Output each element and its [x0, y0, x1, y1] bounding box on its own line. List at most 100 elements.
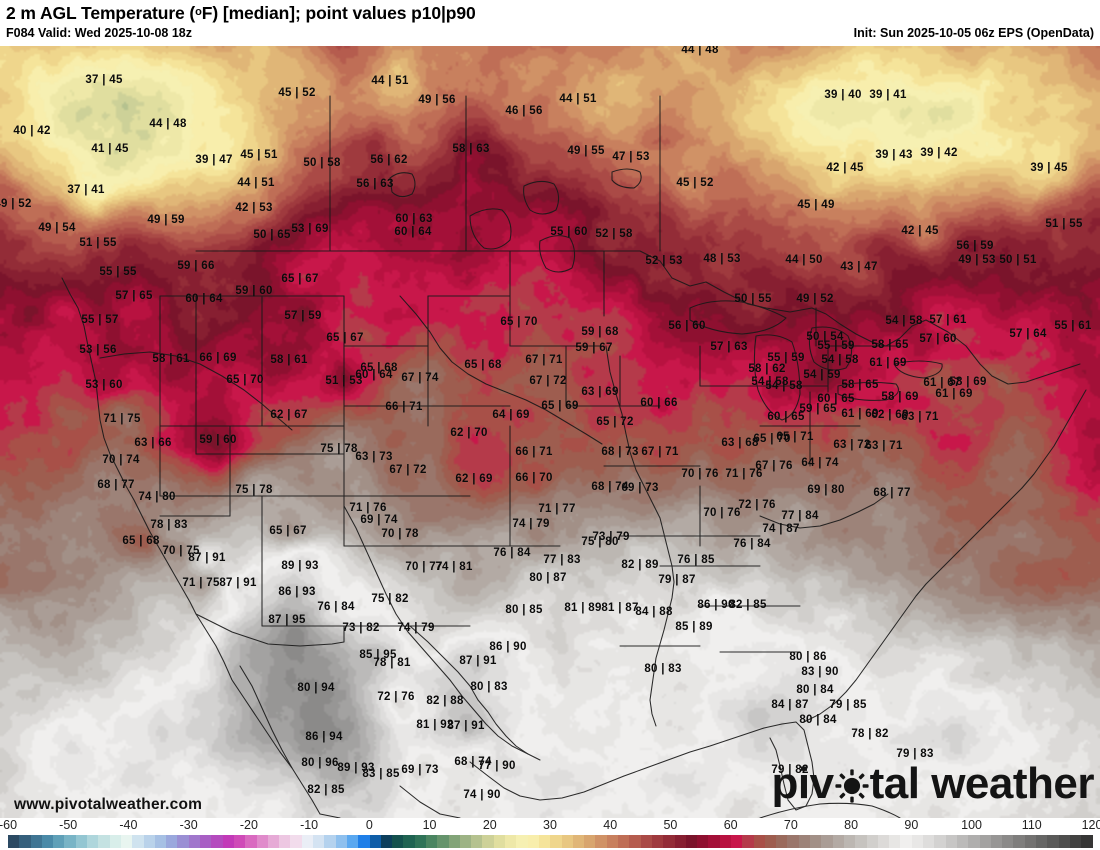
point-value-label: 49 | 59 [147, 214, 185, 226]
point-value-label: 83 | 85 [362, 768, 400, 780]
point-value-label: 70 | 74 [102, 454, 140, 466]
point-value-label: 58 | 62 [748, 363, 786, 375]
point-value-label: 67 | 71 [641, 446, 679, 458]
point-value-label: 74 | 87 [762, 523, 800, 535]
point-value-label: 63 | 73 [355, 451, 393, 463]
point-value-label: 70 | 75 [162, 545, 200, 557]
point-value-label: 56 | 63 [356, 178, 394, 190]
colorbar-swatch [290, 835, 302, 848]
point-value-label: 69 | 74 [360, 514, 398, 526]
point-value-label: 76 | 85 [677, 554, 715, 566]
colorbar-swatch [177, 835, 189, 848]
point-value-label: 55 | 60 [550, 226, 588, 238]
point-value-label: 61 | 69 [935, 388, 973, 400]
point-value-label: 60 | 63 [395, 213, 433, 225]
colorbar-gradient[interactable] [8, 835, 1093, 848]
point-value-label: 50 | 55 [734, 293, 772, 305]
colorbar-swatch [731, 835, 743, 848]
point-value-label: 58 | 69 [949, 376, 987, 388]
colorbar-swatch [606, 835, 619, 848]
colorbar-swatch [1081, 835, 1093, 848]
point-value-label: 75 | 80 [581, 536, 619, 548]
colorbar-swatch [877, 835, 890, 848]
point-value-label: 87 | 91 [219, 577, 257, 589]
point-value-label: 81 | 92 [416, 719, 454, 731]
point-value-label: 87 | 95 [268, 614, 306, 626]
colorbar-swatch [75, 835, 88, 848]
colorbar-swatch [663, 835, 675, 848]
point-value-label: 39 | 40 [824, 89, 862, 101]
point-value-label: 69 | 73 [621, 482, 659, 494]
colorbar-swatch [346, 835, 359, 848]
point-value-label: 87 | 91 [459, 655, 497, 667]
point-value-label: 63 | 69 [581, 386, 619, 398]
colorbar-tick: -20 [239, 818, 258, 832]
point-value-label: 89 | 93 [337, 762, 375, 774]
colorbar-swatch [188, 835, 201, 848]
point-value-label: 59 | 68 [581, 326, 619, 338]
point-value-label: 39 | 47 [195, 154, 233, 166]
colorbar-tick: 80 [844, 818, 859, 832]
colorbar-swatch [98, 835, 110, 848]
point-value-label: 59 | 60 [199, 434, 237, 446]
colorbar-swatch [505, 835, 517, 848]
colorbar-swatch [990, 835, 1003, 848]
colorbar-swatch [685, 835, 698, 848]
point-value-label: 65 | 71 [776, 431, 814, 443]
point-value-label: 80 | 84 [799, 714, 837, 726]
point-value-label: 51 | 55 [79, 237, 117, 249]
point-value-label: 57 | 60 [919, 333, 957, 345]
colorbar-swatch [267, 835, 280, 848]
point-value-label: 58 | 63 [452, 143, 490, 155]
colorbar-swatch [753, 835, 765, 848]
colorbar-swatch [403, 835, 415, 848]
point-value-label: 79 | 87 [658, 574, 696, 586]
point-value-label: 72 | 76 [738, 499, 776, 511]
point-value-label: 89 | 93 [281, 560, 319, 572]
colorbar-legend[interactable]: -60 -50 -40 -30 -20 -10 0 10 20 30 40 50 60 70 80 90 100… [0, 818, 1100, 850]
point-value-label: 63 | 66 [134, 437, 172, 449]
colorbar-swatch [19, 835, 31, 848]
point-value-label: 44 | 48 [681, 46, 719, 56]
point-value-label: 56 | 59 [956, 240, 994, 252]
point-value-label: 45 | 52 [278, 87, 316, 99]
point-value-label: 59 | 67 [575, 342, 613, 354]
point-value-label: 84 | 87 [771, 699, 809, 711]
point-value-label: 65 | 68 [464, 359, 502, 371]
point-value-label: 80 | 83 [644, 663, 682, 675]
colorbar-tick: 60 [723, 818, 738, 832]
point-value-label: 65 | 67 [281, 273, 319, 285]
point-value-label: 60 | 64 [394, 226, 432, 238]
point-value-label: 62 | 69 [871, 409, 909, 421]
point-value-label: 57 | 64 [1009, 328, 1047, 340]
colorbar-swatch [166, 835, 178, 848]
colorbar-swatch [719, 835, 731, 848]
point-value-label: 82 | 85 [307, 784, 345, 796]
point-value-label: 77 | 84 [781, 510, 819, 522]
point-value-label: 67 | 71 [525, 354, 563, 366]
colorbar-swatch [934, 835, 946, 848]
point-value-label: 42 | 45 [901, 225, 939, 237]
point-value-label: 49 | 55 [567, 145, 605, 157]
point-value-label: 42 | 45 [826, 162, 864, 174]
point-value-label: 85 | 95 [359, 649, 397, 661]
colorbar-swatch [979, 835, 991, 848]
temperature-map[interactable]: 37 | 45 40 | 42 41 | 45 44 | 48 37 | 41 49 | … [0, 46, 1100, 818]
colorbar-swatch [41, 835, 54, 848]
point-value-label: 59 | 60 [235, 285, 273, 297]
point-value-label: 68 | 74 [454, 756, 492, 768]
point-value-label: 86 | 93 [278, 586, 316, 598]
point-value-label: 75 | 78 [320, 443, 358, 455]
colorbar-swatch [53, 835, 65, 848]
colorbar-swatch [1036, 835, 1048, 848]
point-value-label: 80 | 83 [470, 681, 508, 693]
title-text-part2: F) [median]; point values p10|p90 [201, 3, 476, 23]
colorbar-swatch [821, 835, 833, 848]
point-value-label: 68 | 77 [97, 479, 135, 491]
point-value-label: 75 | 82 [371, 593, 409, 605]
point-value-label: 60 | 65 [817, 393, 855, 405]
colorbar-swatch [945, 835, 957, 848]
point-value-label: 50 | 54 [806, 331, 844, 343]
point-value-label: 54 | 58 [821, 354, 859, 366]
